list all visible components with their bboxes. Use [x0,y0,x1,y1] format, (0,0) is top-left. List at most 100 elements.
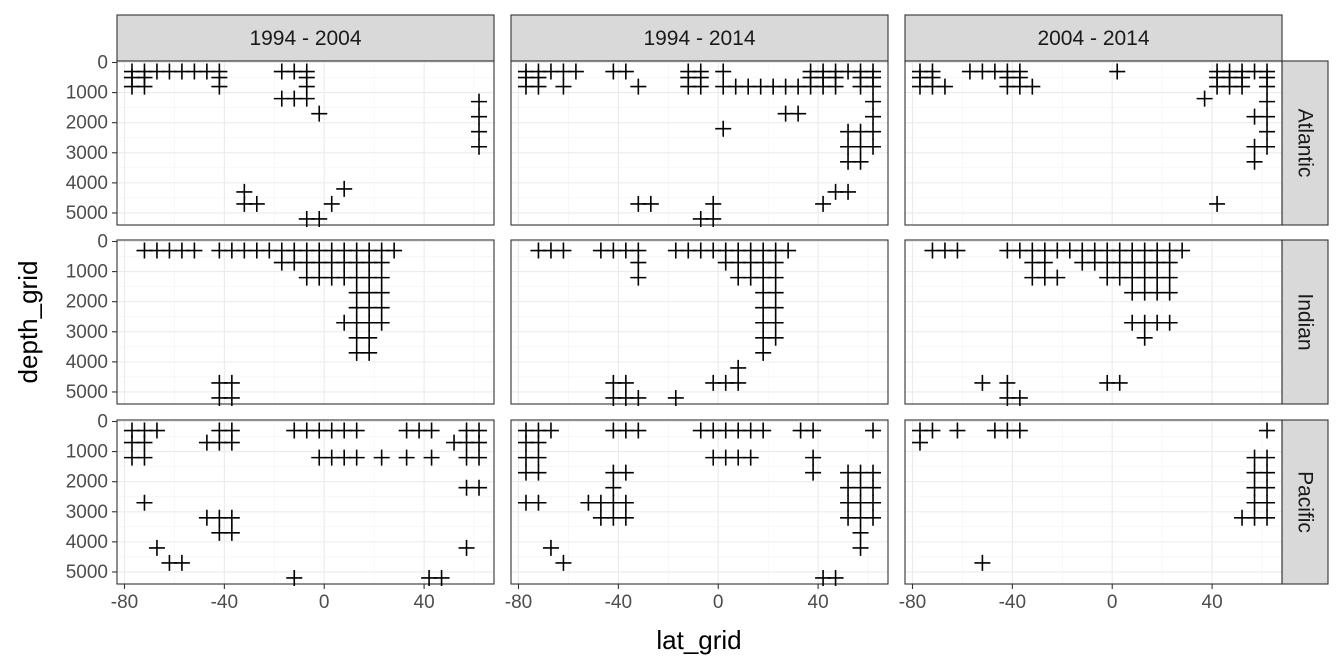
data-point [471,123,488,140]
data-point [1246,153,1263,170]
data-point [386,242,403,259]
panel-border [510,239,889,405]
data-point [767,284,784,301]
data-point [949,422,966,439]
data-point [136,449,153,466]
x-tick-label: 0 [713,592,724,613]
data-point [311,105,328,122]
data-point [936,78,953,95]
data-point [1259,479,1276,496]
data-point [211,78,228,95]
data-point [630,254,647,271]
data-point [840,138,857,155]
data-point [1259,93,1276,110]
data-point [865,78,882,95]
data-point [471,434,488,451]
data-point [555,242,572,259]
data-point [471,138,488,155]
data-point [1259,123,1276,140]
panel-background [117,61,494,225]
axes-layer: 0100020003000400050000100020003000400050… [66,53,1283,613]
data-point [1259,108,1276,125]
panel-background [905,61,1282,225]
facet-strip-row [1281,239,1329,405]
data-point [136,434,153,451]
data-point [311,210,328,227]
data-point [865,93,882,110]
facet-strip-column [116,14,495,62]
data-point [767,314,784,331]
data-point [617,374,634,391]
data-point [730,374,747,391]
data-point [865,509,882,526]
panel-background [117,240,494,404]
data-point [1036,254,1053,271]
data-point [1161,284,1178,301]
data-point [530,464,547,481]
data-point [705,195,722,212]
panel-border [904,60,1283,226]
data-point [1246,138,1263,155]
strip-layer: 1994 - 2004 1994 - 2014 2004 - 2014 Atlanti… [116,14,1329,585]
data-point [348,449,365,466]
data-point [1196,90,1213,107]
data-point [1259,494,1276,511]
panel-background [905,420,1282,584]
data-point [974,554,991,571]
data-point [630,389,647,406]
data-point [423,449,440,466]
data-point [999,374,1016,391]
y-tick-label: 1000 [66,442,108,463]
data-point [223,374,240,391]
data-point [730,359,747,376]
y-tick-label: 1000 [66,83,108,104]
data-point [373,269,390,286]
data-point [173,554,190,571]
data-point [1111,374,1128,391]
data-point [1161,314,1178,331]
data-point [767,254,784,271]
data-point [1174,242,1191,259]
panel-border [116,60,495,226]
data-point [1259,449,1276,466]
data-point [1259,422,1276,439]
data-point [223,389,240,406]
data-point [298,90,315,107]
data-point [630,269,647,286]
data-point [471,449,488,466]
data-point [542,422,559,439]
facet-label-column: 2004 - 2014 [1037,27,1149,50]
data-point [755,344,772,361]
y-tick-label: 4000 [66,173,108,194]
data-point [852,153,869,170]
data-point [852,123,869,140]
data-point [767,269,784,286]
data-point [617,63,634,80]
data-point [617,509,634,526]
x-tick-label: -80 [111,592,138,613]
data-point [471,479,488,496]
grid-layer [117,61,1282,584]
data-point [1259,464,1276,481]
data-point [286,569,303,586]
y-tick-label: 5000 [66,203,108,224]
facet-label-column: 1994 - 2004 [249,27,361,50]
data-point [136,78,153,95]
data-point [148,539,165,556]
data-point [1024,78,1041,95]
y-tick-label: 4000 [66,532,108,553]
data-point [852,524,869,541]
data-point [642,195,659,212]
data-point [805,464,822,481]
data-point [1161,269,1178,286]
data-point [617,494,634,511]
panel-background [117,420,494,584]
y-tick-label: 4000 [66,352,108,373]
y-tick-label: 5000 [66,382,108,403]
data-point [423,422,440,439]
y-tick-label: 3000 [66,143,108,164]
data-point [974,374,991,391]
data-point [605,464,622,481]
data-point [186,242,203,259]
x-tick-label: -80 [899,592,926,613]
